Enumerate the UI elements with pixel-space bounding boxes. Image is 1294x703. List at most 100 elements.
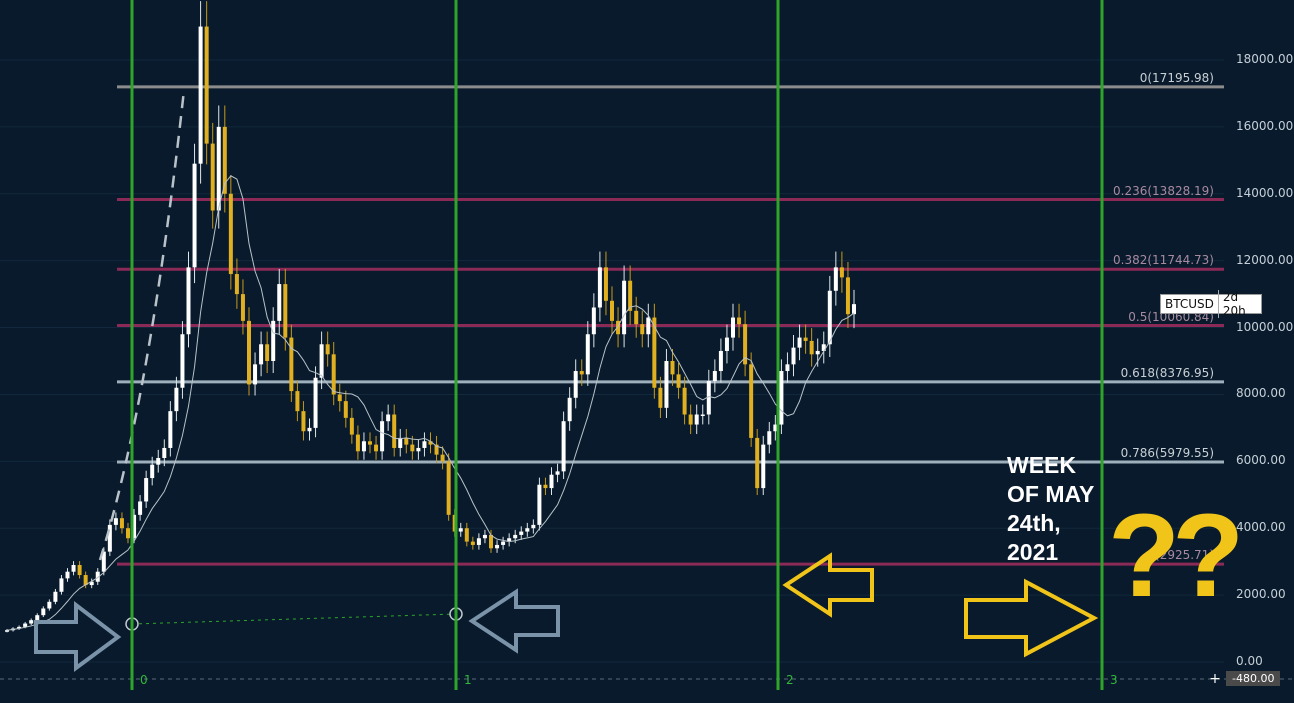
candle-body [295,391,300,412]
candle-body [779,371,784,425]
candle-body [616,320,621,335]
candle-body [543,484,548,489]
candle-body [95,571,100,582]
candle-body [839,267,844,278]
arrow-right-yellow-icon [964,578,1099,658]
candle-body [640,324,645,335]
fib-level-label: 0.618(8376.95) [1120,365,1214,380]
candle-body [567,397,572,422]
candle-body [755,437,760,489]
candle-body [507,538,512,542]
week-line-3: 24th, [1007,510,1061,536]
candle-body [664,361,669,408]
candle-body [204,26,209,144]
candle-body [827,290,832,345]
candle-body [622,280,627,335]
candle-body [210,143,215,211]
candle-body [265,344,270,361]
candle-body [361,441,366,452]
candle-body [440,454,445,462]
price-tick-label: 16000.00 [1236,118,1294,133]
candle-body [706,381,711,415]
candle-body [337,394,342,402]
candle-body [138,501,143,515]
candle-body [815,350,820,355]
parabolic-trend-dashed [98,89,186,561]
candle-body [821,344,826,351]
price-tick-label: 0.00 [1236,654,1263,668]
candle-body [773,424,778,432]
candle-body [35,615,40,621]
candle-body [216,126,221,211]
candle-body [646,317,651,335]
candle-body [144,478,149,502]
candle-body [791,347,796,365]
candle-body [47,601,52,609]
candle-body [555,471,560,475]
candle-body [222,126,227,194]
candle-body [537,484,542,525]
candle-body [531,524,536,529]
candle-body [652,317,657,388]
candle-body [240,294,245,321]
candle-body [724,337,729,351]
candle-body [743,324,748,365]
price-tick-label: 6000.00 [1236,453,1286,468]
candle-body [676,374,681,388]
price-tick-label: 14000.00 [1236,185,1294,200]
price-axis[interactable]: 18000.00 16000.00 14000.00 12000.00 10000.00… [1224,0,1294,703]
candle-body [126,528,130,539]
cycle-label: 1 [464,673,472,687]
candle-body [603,267,608,301]
candle-body [525,528,530,532]
candle-body [77,565,82,576]
candle-body [59,578,64,592]
cycle-label: 2 [786,673,794,687]
candle-body [833,267,838,291]
fib-level-label: 0(17195.98) [1139,70,1214,85]
candle-body [476,538,481,545]
candle-body [845,277,850,315]
candle-body [392,414,397,448]
candle-body [289,337,294,392]
candle-body [53,591,58,602]
candle-body [180,334,185,388]
candle-body [579,371,584,375]
candle-body [682,387,687,415]
axis-cursor-value: -480.00 [1226,671,1281,686]
candle-body [41,608,46,616]
candle-body [119,518,124,529]
candle-body [446,461,451,515]
candle-body [410,444,415,452]
candle-body [71,565,76,572]
candle-body [852,304,856,315]
candle-body [513,534,518,539]
candle-body [259,344,264,365]
week-annotation: WEEK OF MAY 24th, 2021 [1007,451,1094,567]
candle-body [561,421,566,472]
candle-body [428,441,433,445]
candle-body [113,518,118,525]
candle-body [331,354,336,395]
week-line-1: WEEK [1007,452,1076,478]
symbol-tag[interactable]: BTCUSD 2d 20h [1160,290,1262,318]
candle-body [29,620,34,624]
crosshair-plus-icon[interactable]: + [1209,671,1221,687]
candle-body [374,444,379,452]
candle-body [101,551,106,572]
candle-body [658,387,663,408]
cycle-label: 3 [1110,673,1118,687]
candle-body [767,431,772,445]
arrow-left-yellow-icon [782,552,874,618]
candle-body [761,444,766,489]
candle-body [718,350,723,372]
candle-body [186,267,191,335]
candle-body [482,534,487,539]
candle-body [731,317,735,338]
candle-body [271,320,276,361]
symbol-label: BTCUSD [1165,297,1214,311]
candle-body [283,284,288,338]
candle-body [785,364,790,372]
candle-body [65,571,70,579]
